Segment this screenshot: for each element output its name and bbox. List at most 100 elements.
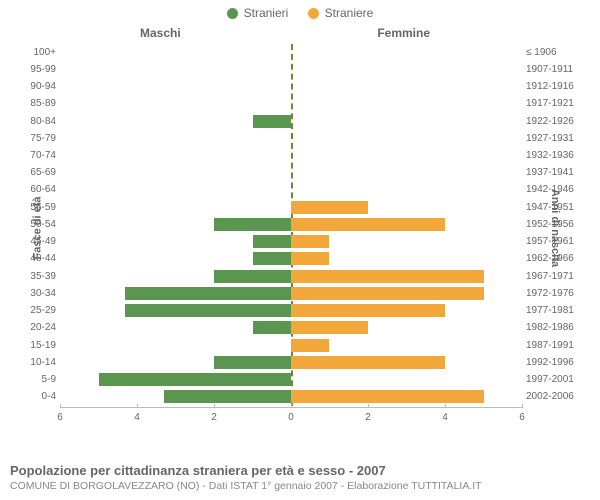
bar-row: 35-391967-1971 [60, 268, 522, 285]
bar-row: 60-641942-1946 [60, 181, 522, 198]
x-tick-label: 2 [211, 412, 217, 423]
age-label: 10-14 [18, 357, 56, 368]
birth-label: ≤ 1906 [526, 47, 586, 58]
bar-male [253, 321, 291, 334]
bar-female [291, 252, 329, 265]
bar-row: 65-691937-1941 [60, 164, 522, 181]
bar-male [253, 115, 291, 128]
chart-source: COMUNE DI BORGOLAVEZZARO (NO) - Dati IST… [10, 480, 482, 492]
birth-label: 1937-1941 [526, 167, 586, 178]
bar-wrap [60, 336, 522, 353]
bar-female [291, 339, 329, 352]
x-tick-mark [60, 404, 61, 408]
bar-row: 50-541952-1956 [60, 216, 522, 233]
bar-wrap [60, 147, 522, 164]
birth-label: 1997-2001 [526, 374, 586, 385]
birth-label: 1927-1931 [526, 133, 586, 144]
bar-female [291, 218, 445, 231]
bar-wrap [60, 199, 522, 216]
age-label: 60-64 [18, 184, 56, 195]
birth-label: 2002-2006 [526, 391, 586, 402]
bar-wrap [60, 250, 522, 267]
bar-row: 85-891917-1921 [60, 95, 522, 112]
x-tick-mark [445, 404, 446, 408]
age-label: 35-39 [18, 271, 56, 282]
chart-area: Maschi Femmine Fasce di età Anni di nasc… [0, 22, 600, 434]
birth-label: 1917-1921 [526, 98, 586, 109]
bar-female [291, 287, 484, 300]
age-label: 50-54 [18, 219, 56, 230]
bar-row: 90-941912-1916 [60, 78, 522, 95]
age-label: 100+ [18, 47, 56, 58]
bar-wrap [60, 285, 522, 302]
bar-wrap [60, 112, 522, 129]
bar-row: 25-291977-1981 [60, 302, 522, 319]
bar-wrap [60, 78, 522, 95]
birth-label: 1992-1996 [526, 357, 586, 368]
x-tick-label: 0 [288, 412, 294, 423]
age-label: 95-99 [18, 64, 56, 75]
x-tick-mark [291, 404, 292, 408]
bar-row: 75-791927-1931 [60, 130, 522, 147]
bar-row: 55-591947-1951 [60, 199, 522, 216]
age-label: 25-29 [18, 305, 56, 316]
bar-male [214, 356, 291, 369]
birth-label: 1957-1961 [526, 236, 586, 247]
bar-wrap [60, 44, 522, 61]
bar-row: 30-341972-1976 [60, 285, 522, 302]
birth-label: 1952-1956 [526, 219, 586, 230]
bar-row: 10-141992-1996 [60, 354, 522, 371]
birth-label: 1907-1911 [526, 64, 586, 75]
bar-female [291, 356, 445, 369]
age-label: 55-59 [18, 202, 56, 213]
bar-row: 5-91997-2001 [60, 371, 522, 388]
swatch-male [227, 8, 238, 19]
bar-male [125, 304, 291, 317]
bar-row: 70-741932-1936 [60, 147, 522, 164]
header-female: Femmine [377, 26, 430, 40]
age-label: 80-84 [18, 116, 56, 127]
x-tick-mark [522, 404, 523, 408]
x-tick-label: 4 [442, 412, 448, 423]
birth-label: 1962-1966 [526, 253, 586, 264]
bar-row: 40-441962-1966 [60, 250, 522, 267]
x-tick-mark [137, 404, 138, 408]
bar-male [253, 252, 291, 265]
legend-item-male: Stranieri [227, 6, 289, 20]
footer: Popolazione per cittadinanza straniera p… [10, 463, 482, 492]
bar-male [125, 287, 291, 300]
birth-label: 1982-1986 [526, 322, 586, 333]
x-tick-label: 2 [365, 412, 371, 423]
birth-label: 1972-1976 [526, 288, 586, 299]
bar-male [164, 390, 291, 403]
bar-female [291, 321, 368, 334]
bar-female [291, 201, 368, 214]
x-axis: 6420246 [60, 407, 522, 434]
age-label: 90-94 [18, 81, 56, 92]
bar-row: 20-241982-1986 [60, 319, 522, 336]
bar-rows: 100+≤ 190695-991907-191190-941912-191685… [60, 44, 522, 406]
bar-wrap [60, 371, 522, 388]
bar-row: 80-841922-1926 [60, 112, 522, 129]
bar-male [99, 373, 292, 386]
bar-female [291, 304, 445, 317]
bar-female [291, 390, 484, 403]
swatch-female [308, 8, 319, 19]
birth-label: 1932-1936 [526, 150, 586, 161]
x-tick-mark [368, 404, 369, 408]
x-tick-mark [214, 404, 215, 408]
bar-wrap [60, 95, 522, 112]
bar-row: 45-491957-1961 [60, 233, 522, 250]
bar-row: 15-191987-1991 [60, 336, 522, 353]
bar-wrap [60, 181, 522, 198]
birth-label: 1912-1916 [526, 81, 586, 92]
age-label: 0-4 [18, 391, 56, 402]
bar-female [291, 235, 329, 248]
birth-label: 1922-1926 [526, 116, 586, 127]
bar-wrap [60, 354, 522, 371]
bar-male [253, 235, 291, 248]
bar-wrap [60, 268, 522, 285]
bar-wrap [60, 216, 522, 233]
age-label: 75-79 [18, 133, 56, 144]
age-label: 20-24 [18, 322, 56, 333]
